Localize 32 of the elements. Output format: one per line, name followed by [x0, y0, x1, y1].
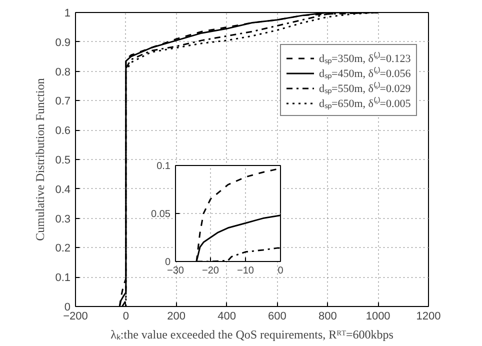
x-tick-label: 600	[268, 310, 286, 322]
legend-label: dₛₚ=650m, δ⁽ˢ⁾=0.005	[319, 96, 411, 110]
y-tick-label: 0	[164, 257, 171, 268]
x-tick-label: −30	[167, 266, 184, 276]
y-tick-label: 0.2	[55, 242, 71, 255]
y-tick-label: 0.9	[55, 36, 71, 49]
y-tick-label: 1	[64, 8, 71, 20]
legend-label: dₛₚ=450m, δ⁽ˢ⁾=0.056	[319, 66, 411, 80]
x-tick-label: 1200	[416, 310, 441, 322]
y-tick-label: 0.8	[55, 66, 71, 78]
x-tick-label: 0	[278, 266, 284, 276]
legend-label: dₛₚ=350m, δ⁽ˢ⁾=0.123	[319, 51, 411, 65]
y-tick-label: 0.1	[156, 161, 171, 172]
y-axis-title: Cumulative Distribution Function	[33, 78, 48, 241]
x-tick-label: 800	[318, 310, 337, 322]
x-axis-title: λₖ:the value exceeded the QoS requirements, Rᴿᵀ=600kbps	[110, 328, 394, 342]
x-tick-label: 400	[218, 310, 236, 322]
y-tick-label: 0.6	[55, 125, 71, 138]
x-tick-label: 200	[167, 310, 186, 322]
x-tick-label: 0	[122, 310, 129, 322]
x-tick-label: −200	[63, 310, 88, 322]
x-tick-label: −20	[202, 266, 220, 276]
y-tick-label: 0.3	[55, 213, 71, 226]
y-tick-label: 0.05	[151, 209, 171, 220]
y-tick-label: 0.1	[55, 272, 71, 284]
y-tick-label: 0.4	[55, 184, 71, 196]
y-tick-label: 0	[64, 302, 71, 314]
x-tick-label: −10	[237, 266, 254, 276]
legend-label: dₛₚ=550m, δ⁽ˢ⁾=0.029	[319, 81, 411, 95]
y-tick-label: 0.7	[55, 96, 71, 108]
x-tick-label: 1000	[366, 310, 390, 322]
y-tick-label: 0.5	[55, 154, 71, 166]
